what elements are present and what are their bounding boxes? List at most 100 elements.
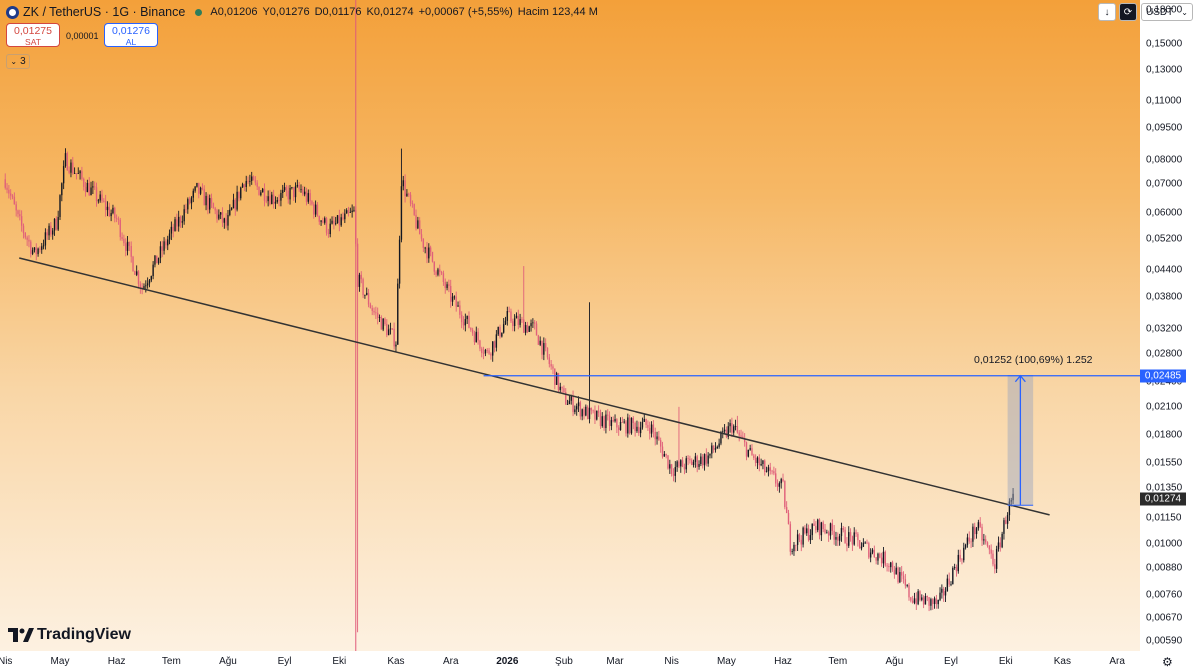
candle-body [733,426,735,433]
candle-body [88,182,90,196]
candle-body [612,420,614,422]
gear-icon[interactable]: ⚙ [1162,655,1173,669]
candle-body [132,256,134,272]
candle-body [384,318,386,324]
buy-button[interactable]: 0,01276 AL [104,23,158,47]
candle-body [727,426,729,437]
candle-body [393,328,395,347]
candle-body [307,193,310,202]
candle-body [740,435,742,437]
candle-body [64,153,67,167]
candle-body [844,529,846,544]
price-axis-label: 0,01550 [1146,457,1183,469]
candle-body [398,239,401,284]
candle-body [784,481,786,508]
candle-body [340,217,342,226]
candle-body [862,542,865,547]
candle-body [150,276,152,281]
candle-body [513,318,516,327]
candle-body [605,414,607,429]
tradingview-wordmark: TradingView [37,626,131,643]
price-axis[interactable] [1140,0,1200,651]
candle-body [659,440,662,447]
candle-body [718,443,720,447]
candle-body [548,357,551,365]
candle-body [15,204,17,211]
candle-body [499,326,501,337]
candle-body [282,190,284,193]
time-axis[interactable] [0,651,1200,672]
candle-body [742,436,744,439]
currency-select[interactable]: USDT ⌄ [1141,3,1193,21]
candle-body [999,542,1001,548]
candle-body [576,406,578,410]
candle-body [849,532,852,537]
candle-body [687,458,689,460]
candle-body [747,449,750,457]
candle-body [481,348,483,353]
candle-body [957,554,959,572]
candle-body [846,543,848,546]
candle-body [1003,520,1005,534]
volume-readout: Hacim 123,44 M [517,6,598,18]
candle-body [152,264,154,277]
candle-body [807,528,810,541]
candle-body [369,304,372,309]
candle-body [537,335,540,345]
candle-body [977,522,980,529]
candle-body [1012,493,1014,501]
price-axis-label: 0,04400 [1146,264,1183,276]
candle-body [219,212,222,215]
candle-body [406,193,408,196]
candle-body [767,467,770,472]
candle-body [994,564,996,569]
candle-body [225,218,227,226]
candle-body [451,296,454,302]
candle-body [280,192,282,201]
candle-body [362,279,364,296]
price-axis-label: 0,00590 [1146,635,1183,647]
candle-body [199,187,202,194]
candle-body [106,206,109,211]
candle-body [707,455,709,464]
candle-body [254,180,257,183]
candle-body [884,551,886,566]
indicators-toggle[interactable]: ⌄ 3 [6,54,30,69]
candle-body [448,284,450,286]
price-axis-label: 0,15000 [1146,38,1183,50]
sync-button[interactable]: ⟳ [1119,3,1137,21]
candle-body [900,572,903,576]
candle-body [145,285,147,287]
candle-body [172,226,174,232]
candle-body [61,183,63,196]
chart-area[interactable] [0,0,1140,651]
sell-button[interactable]: 0,01275 SAT [6,23,60,47]
candle-body [453,296,456,298]
time-axis-label: Şub [555,656,573,667]
candle-body [751,448,753,456]
symbol-title[interactable]: ZK / TetherUS · 1G · Binance [23,5,186,19]
candle-body [555,373,558,385]
candle-body [534,322,536,324]
candle-body [851,536,854,545]
scroll-down-button[interactable]: ↓ [1098,3,1116,21]
candle-body [817,519,819,531]
candle-body [961,559,963,561]
candle-body [203,189,205,206]
candle-body [53,218,56,231]
candle-body [773,471,775,474]
candle-body [541,340,543,355]
candle-body [86,182,89,193]
sync-icon: ⟳ [1123,6,1133,18]
candle-body [422,238,425,248]
candle-body [205,195,207,206]
candle-body [183,209,185,222]
candle-body [473,333,476,343]
candle-body [139,284,142,288]
candle-body [6,187,8,190]
candle-body [223,218,226,223]
price-axis-label: 0,03200 [1146,323,1183,335]
candle-body [628,417,631,434]
candle-body [683,466,686,470]
arrow-up-icon [1014,374,1026,383]
